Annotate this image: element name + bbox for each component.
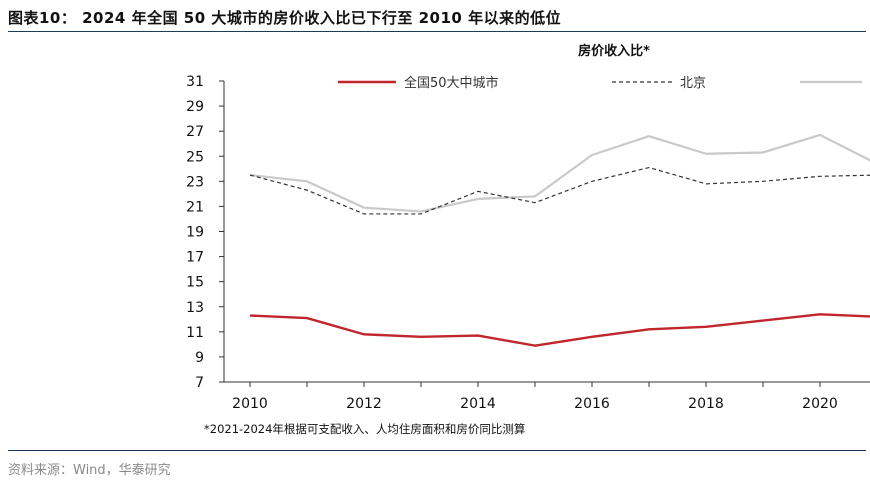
y-tick-label: 15 — [186, 275, 204, 291]
series-line-2 — [249, 133, 870, 213]
y-tick-label: 13 — [186, 300, 204, 316]
title-divider — [8, 31, 866, 32]
x-tick-label: 2014 — [460, 396, 496, 412]
legend-label-1: 北京 — [680, 76, 706, 91]
series-line-1 — [249, 166, 870, 215]
figure-title: 图表10： 2024 年全国 50 大城市的房价收入比已下行至 2010 年以来… — [8, 9, 562, 27]
y-tick-label: 21 — [186, 199, 204, 215]
x-tick-label: 2018 — [688, 396, 724, 412]
legend: 全国50大中城市 北京 — [338, 75, 862, 91]
y-tick-label: 31 — [186, 74, 204, 90]
x-tick-label: 2010 — [232, 396, 268, 412]
y-tick-label: 25 — [186, 149, 204, 165]
y-tick-label: 17 — [186, 250, 204, 266]
series-line-0 — [249, 313, 870, 347]
y-tick-label: 19 — [186, 225, 204, 241]
source-divider — [8, 450, 866, 451]
y-tick-label: 29 — [186, 99, 204, 115]
axes: 7 9 11 13 15 17 19 21 23 25 27 29 31 2010 2012 2014 2016… — [186, 74, 870, 412]
source-note: 资料来源：Wind，华泰研究 — [8, 463, 171, 478]
x-tick-label: 2016 — [574, 396, 610, 412]
y-tick-label: 7 — [195, 375, 204, 391]
line-chart: 房价收入比* 全国50大中城市 北京 7 9 11 13 15 17 19 21 23 25 27 29… — [186, 43, 870, 436]
y-axis-label: 房价收入比* — [578, 43, 650, 59]
y-tick-label: 9 — [195, 350, 204, 366]
legend-label-0: 全国50大中城市 — [404, 75, 499, 91]
x-tick-label: 2012 — [346, 396, 382, 412]
x-tick-label: 2020 — [802, 396, 838, 412]
y-tick-label: 11 — [186, 325, 204, 341]
chart-footnote: *2021-2024年根据可支配收入、人均住房面积和房价同比测算 — [204, 422, 525, 436]
y-tick-label: 27 — [186, 124, 204, 140]
series-group — [249, 133, 870, 347]
y-tick-label: 23 — [186, 174, 204, 190]
